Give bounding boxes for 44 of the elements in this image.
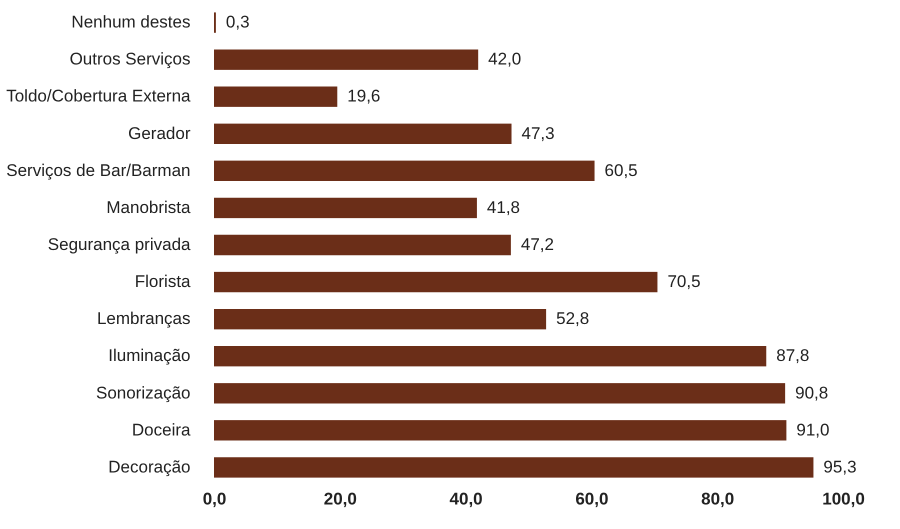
data-label: 95,3 <box>823 457 857 476</box>
x-tick-label: 0,0 <box>202 490 226 508</box>
y-tick-label: Florista <box>134 272 192 292</box>
x-tick-label: 100,0 <box>822 490 865 508</box>
data-label: 91,0 <box>796 420 830 440</box>
bar <box>214 49 478 70</box>
x-tick-label: 60,0 <box>575 490 608 508</box>
x-tick-label: 20,0 <box>324 490 357 508</box>
data-label: 47,3 <box>522 124 555 143</box>
data-label: 60,5 <box>604 160 638 180</box>
x-tick-label: 80,0 <box>701 490 734 508</box>
y-tick-label: Segurança privada <box>48 235 192 254</box>
data-label: 87,8 <box>776 346 810 366</box>
y-tick-label: Sonorização <box>96 383 190 402</box>
bar <box>214 234 511 256</box>
data-label: 47,2 <box>520 235 554 254</box>
y-tick-label: Gerador <box>128 124 191 143</box>
y-tick-label: Lembranças <box>96 309 190 328</box>
y-tick-label: Decoração <box>108 457 190 476</box>
bar <box>214 308 546 330</box>
data-label: 42,0 <box>488 50 522 69</box>
y-tick-label: Toldo/Cobertura Externa <box>6 86 192 106</box>
bar <box>214 160 595 182</box>
y-tick-label: Doceira <box>132 420 192 440</box>
y-tick-label: Nenhum destes <box>71 12 190 32</box>
y-tick-label: Manobrista <box>106 198 192 217</box>
data-label: 19,6 <box>347 86 380 106</box>
bar <box>214 198 477 218</box>
data-label: 52,8 <box>556 309 590 328</box>
bar <box>214 124 512 144</box>
data-label: 0,3 <box>226 12 250 32</box>
bar <box>214 457 814 478</box>
data-label: 41,8 <box>486 198 520 217</box>
bar <box>214 383 786 404</box>
y-tick-label: Outros Serviços <box>70 50 190 69</box>
bar <box>214 420 786 441</box>
y-tick-label: Iluminação <box>108 346 190 366</box>
data-label: 70,5 <box>667 272 701 292</box>
x-tick-label: 40,0 <box>450 490 483 508</box>
data-label: 90,8 <box>795 383 828 402</box>
y-tick-label: Serviços de Bar/Barman <box>6 160 190 180</box>
bar <box>214 272 658 292</box>
bar <box>214 346 766 366</box>
bar <box>214 86 338 107</box>
